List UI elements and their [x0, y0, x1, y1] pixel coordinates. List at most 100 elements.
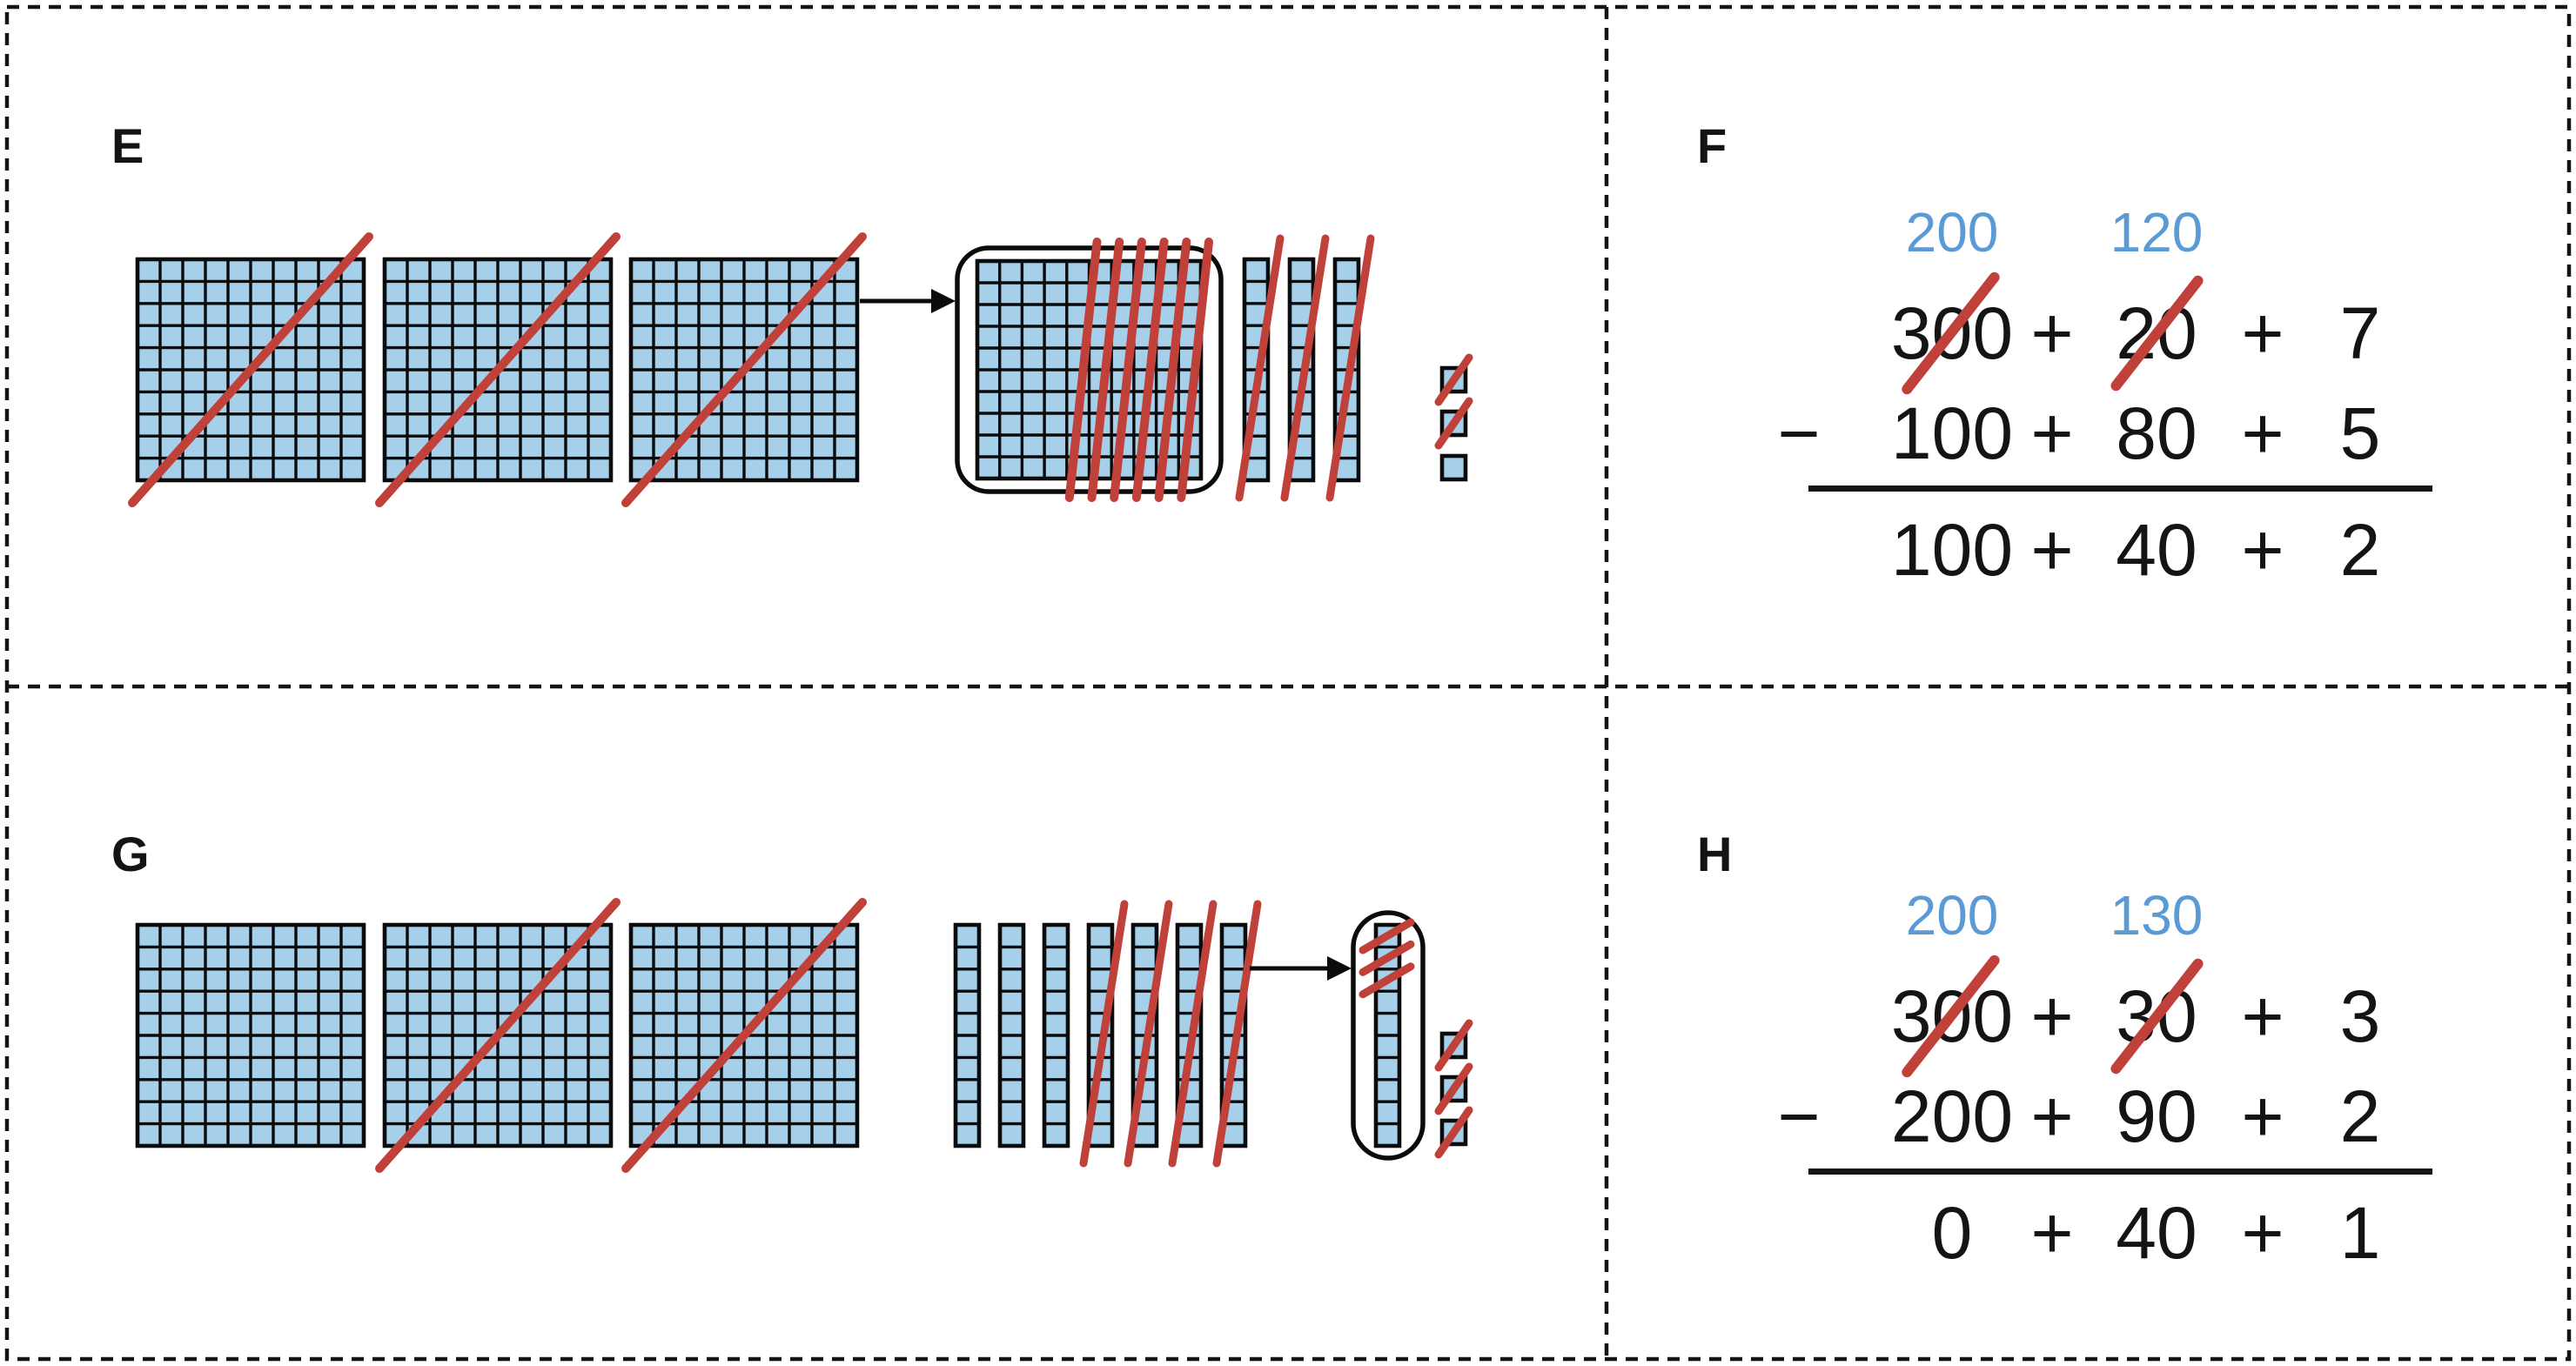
red-slash: [128, 232, 373, 507]
red-slash: [1434, 1062, 1473, 1115]
plus-sign: +: [2030, 392, 2074, 474]
minuend-ones: 7: [2339, 292, 2381, 374]
red-slash: [1177, 238, 1213, 502]
block-border: [1175, 922, 1204, 1148]
block-border: [1332, 257, 1361, 483]
minus-sign: −: [1777, 1075, 1821, 1157]
regrouped-hundreds: 200: [1905, 884, 1999, 947]
tens-rod: [953, 922, 982, 1148]
plus-sign: +: [2241, 1192, 2284, 1274]
red-slash: [621, 898, 867, 1173]
block-border: [1439, 409, 1468, 438]
difference-tens: 40: [2116, 1192, 2197, 1274]
tens-rod: [997, 922, 1026, 1148]
subtrahend-row: 200 + 90 + 2: [1878, 1080, 2430, 1153]
red-slash: [1064, 238, 1102, 502]
exchange-arrow-head: [931, 289, 956, 313]
equals-rule: [1808, 1168, 2432, 1175]
subtrahend-tens: 80: [2116, 392, 2197, 474]
panel-label-e: E: [111, 118, 144, 173]
block-border: [1439, 453, 1468, 482]
regrouped-values-row: 200 130: [1878, 879, 2430, 952]
red-slash: [1280, 234, 1330, 502]
red-slash: [1124, 900, 1173, 1168]
minuend-hundreds: 300: [1878, 297, 2026, 370]
subtrahend-tens: 90: [2116, 1075, 2197, 1157]
tens-rod: [1042, 922, 1070, 1148]
block-border: [1439, 1118, 1468, 1147]
plus-sign: +: [2030, 292, 2074, 374]
difference-row: 100 + 40 + 2: [1878, 513, 2430, 586]
red-slash: [1110, 238, 1146, 502]
plus-sign: +: [2241, 392, 2284, 474]
block-border: [1287, 257, 1316, 483]
difference-hundreds: 100: [1890, 509, 2014, 591]
red-slash: [1434, 397, 1473, 450]
panel-label-g: G: [111, 827, 150, 881]
difference-ones: 2: [2339, 509, 2381, 591]
red-slash: [1358, 918, 1415, 954]
minuend-tens: 30: [2078, 980, 2235, 1053]
red-slash: [1079, 900, 1129, 1168]
red-slash: [375, 232, 621, 507]
block-border: [628, 257, 860, 483]
block-border: [1373, 922, 1402, 1148]
subtrahend-hundreds: 200: [1890, 1075, 2014, 1157]
block-border: [382, 922, 614, 1148]
regrouped-values-row: 200 120: [1878, 196, 2430, 269]
minuend-ones: 3: [2339, 975, 2381, 1057]
minuend-hundreds: 300: [1878, 980, 2026, 1053]
red-slash: [1168, 900, 1218, 1168]
red-slash: [1154, 238, 1191, 502]
difference-tens: 40: [2116, 509, 2197, 591]
red-slash: [375, 898, 621, 1173]
block-border: [135, 922, 366, 1148]
equals-rule: [1808, 485, 2432, 492]
red-slash: [1087, 238, 1124, 502]
plus-sign: +: [2030, 1192, 2074, 1274]
red-slash: [1131, 238, 1169, 502]
panel-label-h: H: [1697, 827, 1733, 881]
block-border: [135, 257, 366, 483]
difference-row: 0 + 40 + 1: [1878, 1196, 2430, 1269]
block-border: [953, 922, 982, 1148]
minuend-tens: 20: [2078, 297, 2235, 370]
red-slash: [1358, 962, 1415, 999]
subtrahend-ones: 5: [2339, 392, 2381, 474]
regrouped-hundreds: 200: [1905, 201, 1999, 264]
block-border: [975, 258, 1204, 481]
regrouped-tens: 120: [2110, 201, 2204, 264]
block-fill: [1442, 456, 1466, 479]
plus-sign: +: [2030, 975, 2074, 1057]
exchange-arrow-head: [1327, 956, 1352, 981]
block-border: [1439, 1031, 1468, 1060]
block-border: [1086, 922, 1115, 1148]
hundreds-flat: [628, 922, 860, 1148]
block-border: [1439, 1075, 1468, 1103]
red-slash: [1434, 353, 1473, 406]
block-border: [382, 257, 614, 483]
cut-border: [4, 4, 2572, 1362]
red-slash: [1325, 234, 1375, 502]
plus-sign: +: [2241, 509, 2284, 591]
red-slash: [1212, 900, 1262, 1168]
subtrahend-row: 100 + 80 + 5: [1878, 397, 2430, 470]
block-border: [1439, 365, 1468, 394]
plus-sign: +: [2241, 975, 2284, 1057]
block-border: [1130, 922, 1159, 1148]
minuend-row: 300 + 20 + 7: [1878, 297, 2430, 370]
block-border: [997, 922, 1026, 1148]
panel-label-f: F: [1697, 118, 1727, 173]
plus-sign: +: [2030, 1075, 2074, 1157]
red-slash: [1235, 234, 1285, 502]
red-slash: [1358, 940, 1415, 976]
tens-rod: [1332, 257, 1361, 483]
plus-sign: +: [2030, 509, 2074, 591]
difference-hundreds: 0: [1931, 1192, 1973, 1274]
minuend-row: 300 + 30 + 3: [1878, 980, 2430, 1053]
ones-cube: [1439, 453, 1468, 482]
regrouped-tens: 130: [2110, 884, 2204, 947]
hundreds-flat: [135, 922, 366, 1148]
